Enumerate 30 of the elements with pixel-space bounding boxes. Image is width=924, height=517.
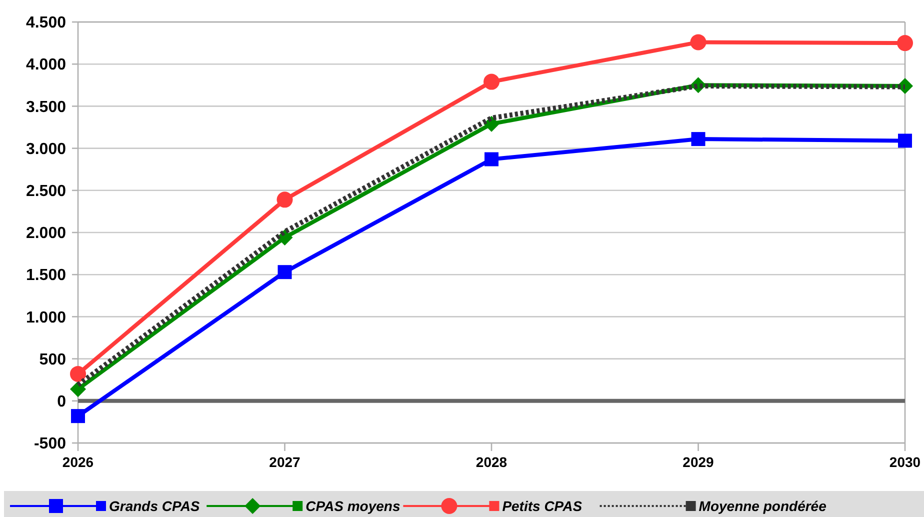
- x-tick-label: 2030: [889, 454, 921, 470]
- legend-label: CPAS moyens: [306, 498, 400, 514]
- legend-label: Moyenne pondérée: [698, 498, 827, 514]
- x-tick-label: 2026: [62, 454, 94, 470]
- point: [690, 34, 706, 50]
- y-tick-label: 500: [39, 351, 66, 368]
- point: [278, 265, 292, 280]
- y-tick-label: 3.000: [26, 140, 66, 158]
- legend-label: Grands CPAS: [109, 498, 200, 514]
- point: [484, 152, 498, 166]
- x-tick-label: 2029: [682, 454, 714, 470]
- y-tick-label: 0: [57, 394, 66, 410]
- y-tick-label: -500: [34, 436, 66, 453]
- y-tick-label: 3.500: [26, 98, 66, 116]
- point: [898, 134, 912, 148]
- y-tick-label: 1.000: [26, 309, 66, 326]
- y-tick-label: 2.000: [26, 225, 66, 242]
- x-tick-label: 2028: [476, 454, 508, 470]
- y-tick-label: 2.500: [26, 183, 66, 200]
- x-tick-label: 2027: [269, 454, 301, 470]
- point: [897, 35, 913, 52]
- y-tick-label: 4.500: [26, 14, 66, 32]
- legend-label: Petits CPAS: [502, 498, 583, 514]
- point: [276, 192, 293, 208]
- point: [484, 74, 500, 90]
- point: [70, 366, 86, 382]
- point: [691, 132, 706, 146]
- y-tick-label: 4.000: [26, 56, 66, 74]
- point: [71, 409, 85, 424]
- y-tick-label: 1.500: [26, 267, 66, 284]
